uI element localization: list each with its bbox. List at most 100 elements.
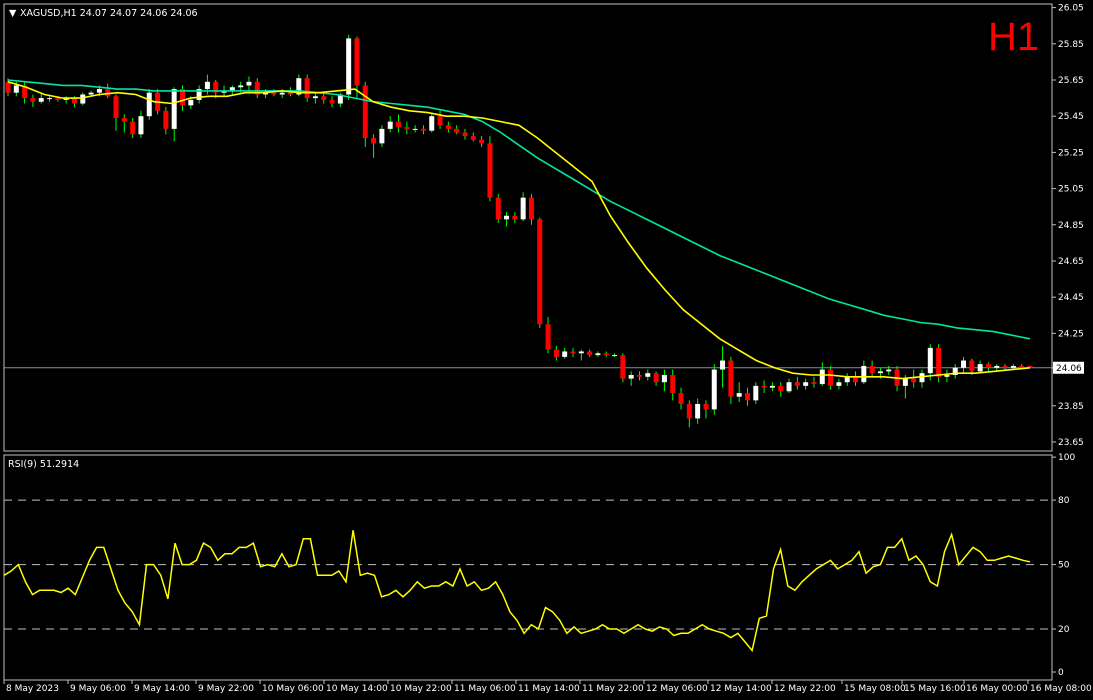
candle [254, 78, 260, 99]
candle [30, 94, 36, 108]
candle [537, 217, 543, 328]
candle [312, 92, 318, 104]
candle [952, 364, 958, 379]
candle [495, 194, 501, 223]
candle [304, 74, 310, 102]
candle-body [794, 382, 800, 386]
candle-body [578, 351, 584, 354]
candle [479, 136, 485, 147]
candle [329, 96, 335, 108]
candle [138, 110, 144, 138]
price-tick-label: 25.05 [1058, 185, 1084, 195]
time-tick-label: 12 May 06:00 [646, 684, 708, 694]
candle-body [595, 353, 601, 356]
candle [844, 373, 850, 386]
candle-body [911, 378, 917, 383]
candle-body [38, 98, 44, 102]
candle [620, 353, 626, 383]
candle [487, 136, 493, 202]
candle-body [238, 85, 244, 88]
candle [371, 134, 377, 158]
candle-body [96, 89, 102, 93]
time-tick-label: 11 May 14:00 [518, 684, 580, 694]
rsi-tick-label: 0 [1058, 668, 1064, 678]
candle-body [487, 143, 493, 198]
candle-body [803, 382, 809, 386]
candle-body [645, 373, 651, 377]
candle [1027, 365, 1033, 368]
candle [944, 369, 950, 383]
candle [462, 128, 468, 140]
candle [171, 87, 177, 142]
candle-body [105, 89, 111, 97]
candle [769, 382, 775, 392]
candle-body [138, 116, 144, 135]
candle-body [711, 369, 717, 410]
candle [736, 382, 742, 403]
time-tick-label: 10 May 06:00 [262, 684, 324, 694]
candle-body [163, 110, 169, 129]
price-tick-label: 24.45 [1058, 293, 1084, 303]
dropdown-arrow-icon[interactable]: ▼ [9, 8, 17, 19]
candle [927, 344, 933, 381]
candle-body [678, 393, 684, 404]
candle-body [612, 355, 618, 357]
timeframe-label: H1 [988, 15, 1039, 59]
candle-body [13, 85, 19, 93]
candle [595, 351, 601, 357]
candle [113, 94, 119, 131]
candle [570, 347, 576, 357]
candle-body [661, 374, 667, 383]
candle-body [828, 369, 834, 386]
candle [819, 362, 825, 386]
candle [38, 92, 44, 104]
candle-body [603, 353, 609, 356]
candle-body [545, 324, 551, 350]
candle [711, 364, 717, 415]
candle [661, 369, 667, 392]
candle-body [628, 374, 634, 379]
time-tick-label: 15 May 16:00 [904, 684, 966, 694]
axes: 26.05 25.85 25.65 25.45 25.25 25.05 24.85 24.65… [3, 4, 1092, 694]
candle-body [387, 121, 393, 129]
candle [587, 349, 593, 357]
candle-body [769, 385, 775, 388]
candle-body [479, 139, 485, 144]
candle-body [346, 38, 352, 95]
candle-body [587, 351, 593, 356]
price-tick-label: 25.85 [1058, 40, 1084, 50]
time-tick-label: 16 May 08:00 [1030, 684, 1092, 694]
candle [786, 378, 792, 394]
candle [728, 356, 734, 404]
time-tick-label: 9 May 22:00 [198, 684, 254, 694]
candle-body [204, 81, 210, 90]
candle-body [886, 369, 892, 372]
rsi-title: RSI(9) 51.2914 [8, 459, 79, 470]
candle-body [686, 403, 692, 419]
candle [603, 351, 609, 357]
candle [454, 125, 460, 135]
candle-body [745, 393, 750, 401]
candle-body [528, 197, 534, 220]
candle [445, 121, 451, 133]
candle-body [63, 98, 69, 100]
candle [861, 360, 867, 385]
candle-body [454, 128, 460, 133]
candle [911, 369, 917, 388]
price-tick-label: 24.25 [1058, 329, 1084, 339]
candle-body [229, 87, 235, 91]
candle [836, 378, 842, 390]
rsi-panel[interactable] [3, 454, 1053, 681]
candle-body [520, 197, 526, 220]
ma-slow-line [7, 79, 1031, 340]
candle [22, 81, 28, 104]
candle-body [495, 197, 501, 220]
candle-body [869, 365, 875, 374]
symbol-info: XAGUSD,H1 24.07 24.07 24.06 24.06 [20, 8, 198, 19]
time-tick-label: 11 May 06:00 [454, 684, 516, 694]
candle-body [861, 365, 867, 383]
candle [645, 369, 651, 381]
candle-body [927, 347, 933, 374]
candle [720, 346, 726, 388]
